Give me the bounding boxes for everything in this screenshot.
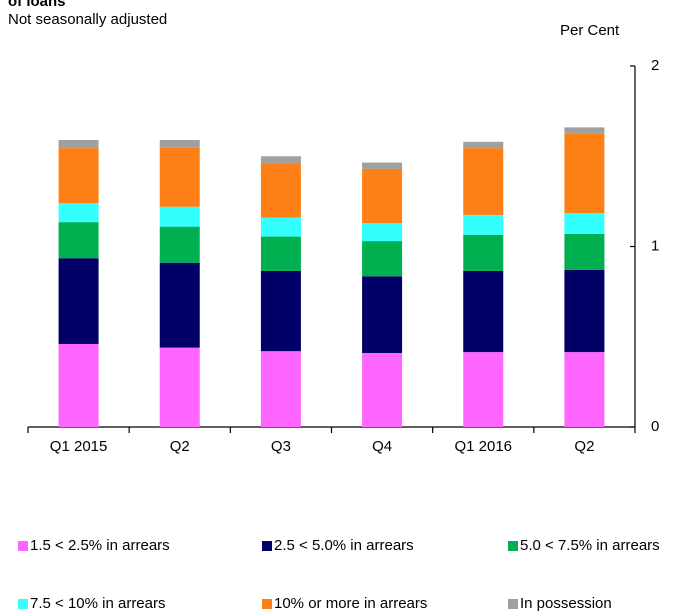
- bar-segment: [58, 343, 99, 427]
- bar-segment: [159, 226, 200, 263]
- bar-segment: [159, 147, 200, 207]
- bar-segment: [463, 148, 504, 215]
- bar-segment: [58, 148, 99, 204]
- bar-segment: [564, 269, 605, 353]
- legend-swatch: [508, 599, 518, 609]
- bar-segment: [362, 352, 403, 427]
- legend-label: 10% or more in arrears: [274, 595, 427, 612]
- legend-label: 7.5 < 10% in arrears: [30, 595, 166, 612]
- bar-segment: [564, 213, 605, 234]
- x-tick-label: Q1 2015: [50, 438, 108, 455]
- bar-segment: [362, 276, 403, 353]
- bar-segment: [260, 351, 301, 427]
- bar-segment: [58, 140, 99, 149]
- legend-label: 2.5 < 5.0% in arrears: [274, 537, 414, 554]
- bar-segment: [564, 133, 605, 214]
- bar-segment: [564, 352, 605, 427]
- bar-segment: [463, 270, 504, 353]
- chart-subtitle: Not seasonally adjusted: [8, 11, 167, 28]
- x-tick-label: Q2: [574, 438, 594, 455]
- bar-segment: [362, 223, 403, 242]
- bar-segment: [58, 258, 99, 344]
- bar-segment: [463, 352, 504, 427]
- legend-swatch: [262, 541, 272, 551]
- legend-swatch: [18, 599, 28, 609]
- x-tick-label: Q3: [271, 438, 291, 455]
- bar-segment: [58, 203, 99, 223]
- bar-segment: [58, 222, 99, 259]
- legend-swatch: [18, 541, 28, 551]
- bar-segment: [564, 233, 605, 270]
- legend-label: In possession: [520, 595, 612, 612]
- bar-segment: [260, 270, 301, 352]
- legend-swatch: [508, 541, 518, 551]
- bar-segment: [159, 206, 200, 227]
- legend-swatch: [262, 599, 272, 609]
- bar-segment: [260, 217, 301, 237]
- y-axis-label: Per Cent: [560, 22, 620, 39]
- bar-segment: [260, 236, 301, 271]
- y-tick-label: 0: [651, 418, 659, 435]
- bar-segment: [362, 168, 403, 224]
- bar-segment: [260, 156, 301, 164]
- x-tick-label: Q1 2016: [454, 438, 512, 455]
- bar-segment: [463, 234, 504, 271]
- x-tick-label: Q2: [170, 438, 190, 455]
- bar-segment: [159, 140, 200, 148]
- legend-label: 5.0 < 7.5% in arrears: [520, 537, 660, 554]
- x-tick-label: Q4: [372, 438, 392, 455]
- bar-segment: [159, 262, 200, 348]
- bar-segment: [362, 241, 403, 277]
- bar-segment: [564, 127, 605, 134]
- bar-segment: [260, 163, 301, 218]
- bar-segment: [159, 347, 200, 427]
- legend-label: 1.5 < 2.5% in arrears: [30, 537, 170, 554]
- y-tick-label: 1: [651, 237, 659, 254]
- bar-segment: [362, 162, 403, 169]
- bar-segment: [463, 214, 504, 235]
- bar-segment: [463, 141, 504, 149]
- chart-title: of loans: [8, 0, 66, 10]
- y-tick-label: 2: [651, 57, 659, 74]
